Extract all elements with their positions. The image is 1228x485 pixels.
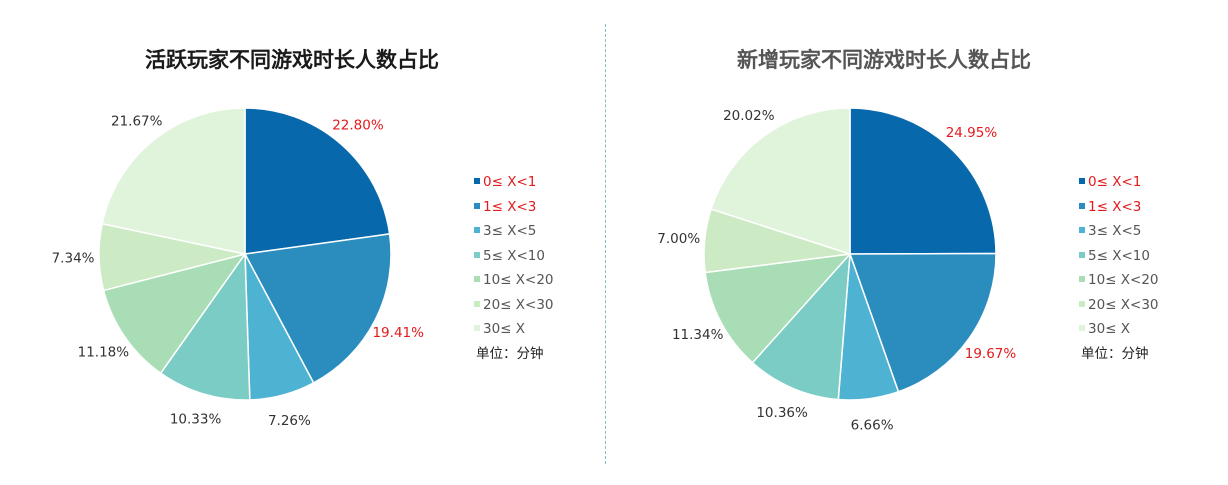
legend-label-3-5: 3≤ X<5 <box>1088 223 1142 239</box>
legend-label-20-30: 20≤ X<30 <box>483 296 554 313</box>
legend-swatch-5-10 <box>474 251 480 258</box>
legend-item-0-1: 0≤ X<1 <box>1079 170 1159 195</box>
data-label-0-1: 22.80% <box>332 117 384 133</box>
legend-swatch-20-30 <box>474 300 480 307</box>
data-label-1-3: 19.41% <box>372 325 424 341</box>
legend-item-1-3: 1≤ X<3 <box>474 195 554 220</box>
legend-swatch-0-1 <box>474 178 480 184</box>
legend-label-20-30: 20≤ X<30 <box>1088 296 1159 313</box>
unit-note: 单位：分钟 <box>476 345 544 362</box>
legend-swatch-1-3 <box>1079 202 1085 209</box>
data-label-30-plus: 20.02% <box>723 108 775 124</box>
legend-label-10-20: 10≤ X<20 <box>1088 272 1159 288</box>
legend-active: 0≤ X<1 1≤ X<3 3≤ X<5 5≤ X<10 10≤ X<20 20≤ X<3… <box>474 170 554 366</box>
legend-item-3-5: 3≤ X<5 <box>1079 219 1159 244</box>
data-label-10-20: 11.18% <box>78 345 130 361</box>
legend-label-1-3: 1≤ X<3 <box>1088 198 1142 215</box>
divider <box>605 24 606 464</box>
legend-swatch-0-1 <box>1079 178 1085 184</box>
data-label-1-3: 19.67% <box>965 346 1017 362</box>
data-label-20-30: 7.00% <box>657 231 700 247</box>
legend-swatch-30-plus <box>474 325 480 331</box>
legend-item-20-30: 20≤ X<30 <box>1079 293 1159 318</box>
data-label-5-10: 10.36% <box>756 405 808 421</box>
legend-swatch-30-plus <box>1079 325 1085 331</box>
legend-swatch-20-30 <box>1079 300 1085 307</box>
pie-slice-5-10 <box>159 251 251 401</box>
legend-label-5-10: 5≤ X<10 <box>1088 247 1150 264</box>
legend-item-10-20: 10≤ X<20 <box>1079 268 1159 293</box>
data-label-5-10: 10.33% <box>170 412 222 428</box>
pie-slice-5-10 <box>751 251 851 401</box>
legend-label-30-plus: 30≤ X <box>483 321 526 337</box>
legend-label-0-1: 0≤ X<1 <box>483 174 537 190</box>
chart-title-new: 新增玩家不同游戏时长人数占比 <box>737 48 1031 72</box>
legend-item-30-plus: 30≤ X <box>1079 317 1159 342</box>
pie-slice-0-1 <box>849 107 997 255</box>
data-label-30-plus: 21.67% <box>111 113 163 129</box>
chart-title-active: 活跃玩家不同游戏时长人数占比 <box>145 48 439 72</box>
legend-item-3-5: 3≤ X<5 <box>474 219 554 244</box>
pie-slice-1-3 <box>243 233 392 384</box>
data-label-0-1: 24.95% <box>946 125 998 141</box>
pie-slice-10-20 <box>102 252 247 375</box>
pie-slice-30-plus <box>101 107 246 255</box>
legend-swatch-1-3 <box>474 202 480 209</box>
pie-slice-10-20 <box>704 253 852 364</box>
legend-label-0-1: 0≤ X<1 <box>1088 174 1142 190</box>
data-label-20-30: 7.34% <box>52 251 95 267</box>
legend-swatch-10-20 <box>474 276 480 282</box>
legend-new: 0≤ X<1 1≤ X<3 3≤ X<5 5≤ X<10 10≤ X<20 20≤ X<3… <box>1079 170 1159 366</box>
legend-item-5-10: 5≤ X<10 <box>474 244 554 269</box>
data-label-10-20: 11.34% <box>672 327 724 343</box>
pie-slice-30-plus <box>710 107 851 256</box>
legend-swatch-5-10 <box>1079 251 1085 258</box>
legend-label-5-10: 5≤ X<10 <box>483 247 545 264</box>
legend-label-10-20: 10≤ X<20 <box>483 272 554 288</box>
legend-item-20-30: 20≤ X<30 <box>474 293 554 318</box>
pie-slice-0-1 <box>244 107 391 255</box>
legend-swatch-3-5 <box>474 227 480 233</box>
legend-item-0-1: 0≤ X<1 <box>474 170 554 195</box>
legend-label-3-5: 3≤ X<5 <box>483 223 537 239</box>
unit-note: 单位：分钟 <box>1081 345 1149 362</box>
legend-item-1-3: 1≤ X<3 <box>1079 195 1159 220</box>
legend-swatch-3-5 <box>1079 227 1085 233</box>
data-label-3-5: 6.66% <box>851 418 894 434</box>
legend-item-5-10: 5≤ X<10 <box>1079 244 1159 269</box>
legend-label-30-plus: 30≤ X <box>1088 321 1131 337</box>
legend-label-1-3: 1≤ X<3 <box>483 198 537 215</box>
data-label-3-5: 7.26% <box>268 413 311 429</box>
legend-swatch-10-20 <box>1079 276 1085 282</box>
legend-item-10-20: 10≤ X<20 <box>474 268 554 293</box>
legend-item-30-plus: 30≤ X <box>474 317 554 342</box>
